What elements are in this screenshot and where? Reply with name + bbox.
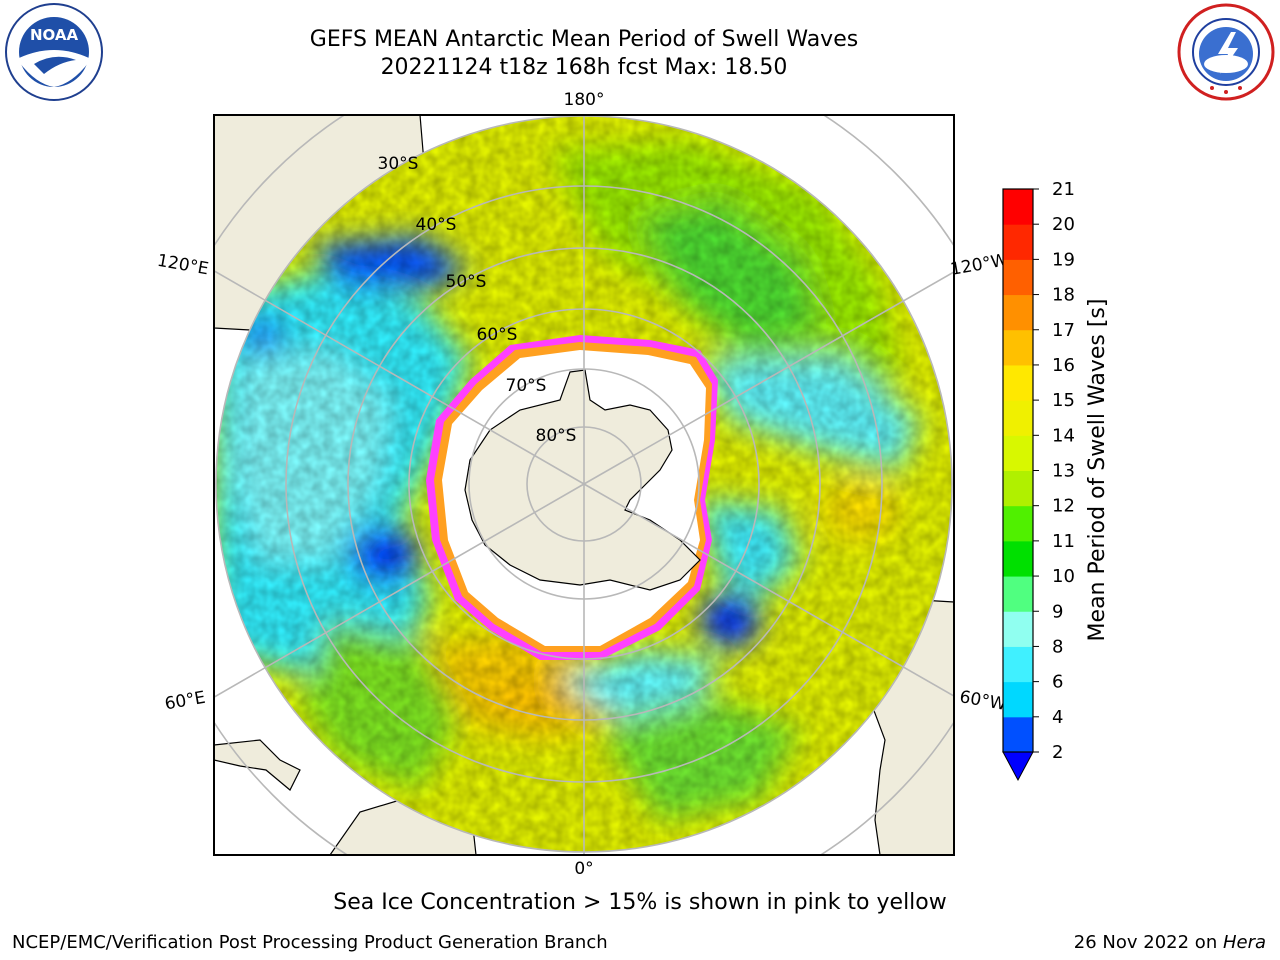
colorbar-segment — [1003, 224, 1033, 260]
colorbar-tick-label: 11 — [1052, 531, 1075, 552]
colorbar-segment — [1003, 611, 1033, 647]
colorbar-segment — [1003, 435, 1033, 471]
colorbar-tick-label: 6 — [1052, 672, 1063, 693]
colorbar-tick-label: 20 — [1052, 214, 1075, 235]
colorbar-tick-label: 4 — [1052, 707, 1063, 728]
colorbar-segment — [1003, 364, 1033, 401]
lon-label-60e: 60°E — [163, 688, 207, 715]
map-title: GEFS MEAN Antarctic Mean Period of Swell… — [309, 27, 859, 52]
lat-label-70s: 70°S — [506, 376, 547, 396]
colorbar-segments — [1003, 189, 1033, 753]
lon-label-0: 0° — [574, 859, 593, 879]
colorbar-tick-label: 18 — [1052, 285, 1075, 306]
colorbar-tick-label: 14 — [1052, 425, 1075, 446]
lat-label-80s: 80°S — [536, 426, 577, 446]
colorbar-tick-label: 12 — [1052, 496, 1075, 517]
map-panel — [214, 115, 954, 855]
map-frame — [213, 114, 955, 856]
lon-label-120e: 120°E — [156, 251, 210, 280]
colorbar-segment — [1003, 576, 1033, 612]
lat-label-40s: 40°S — [416, 215, 457, 235]
colorbar-segment — [1003, 189, 1033, 225]
map-subtitle: 20221124 t18z 168h fcst Max: 18.50 — [380, 55, 788, 80]
colorbar-tick-label: 2 — [1052, 742, 1063, 763]
footer-machine: Hera — [1222, 932, 1266, 953]
noaa-logo-text: NOAA — [30, 26, 79, 44]
lon-label-120w: 120°W — [949, 250, 1010, 280]
footer-credit: NCEP/EMC/Verification Post Processing Pr… — [12, 932, 608, 953]
colorbar-ticks: 2 4 6 8 9 10 11 12 13 14 15 16 17 18 19 20 21 — [1033, 179, 1075, 763]
footer-date: 26 Nov 2022 on Hera — [1074, 932, 1266, 953]
colorbar-tick-label: 19 — [1052, 249, 1075, 270]
lat-label-60s: 60°S — [477, 325, 518, 345]
colorbar: 2 4 6 8 9 10 11 12 13 14 15 16 17 18 19 20 21 Mean Perio… — [1002, 179, 1110, 782]
colorbar-segment — [1003, 681, 1033, 718]
colorbar-tick-label: 17 — [1052, 320, 1075, 341]
colorbar-segment — [1003, 716, 1033, 753]
lat-label-30s: 30°S — [378, 154, 419, 174]
lon-label-180: 180° — [564, 90, 605, 110]
colorbar-label: Mean Period of Swell Waves [s] — [1085, 299, 1110, 642]
colorbar-segment — [1003, 329, 1033, 366]
colorbar-segment — [1003, 540, 1033, 577]
noaa-logo: NOAA — [5, 3, 103, 101]
colorbar-tick-label: 9 — [1052, 601, 1063, 622]
colorbar-under-triangle — [1002, 751, 1034, 782]
colorbar-segment — [1003, 259, 1033, 296]
footer-date-text: 26 Nov 2022 on — [1073, 932, 1223, 953]
colorbar-segment — [1003, 470, 1033, 507]
nws-logo — [1177, 3, 1275, 101]
graticule — [214, 115, 954, 855]
lon-label-60w: 60°W — [958, 687, 1008, 715]
colorbar-tick-label: 10 — [1052, 566, 1075, 587]
colorbar-segment — [1003, 400, 1033, 436]
colorbar-segment — [1003, 505, 1033, 542]
antarctica — [426, 335, 718, 660]
sea-ice-caption: Sea Ice Concentration > 15% is shown in … — [333, 890, 947, 915]
colorbar-tick-label: 15 — [1052, 390, 1075, 411]
colorbar-tick-label: 13 — [1052, 461, 1075, 482]
lat-label-50s: 50°S — [446, 272, 487, 292]
colorbar-segment — [1003, 294, 1033, 331]
colorbar-tick-label: 16 — [1052, 355, 1075, 376]
colorbar-tick-label: 21 — [1052, 179, 1075, 200]
colorbar-segment — [1003, 646, 1033, 683]
colorbar-tick-label: 8 — [1052, 636, 1063, 657]
